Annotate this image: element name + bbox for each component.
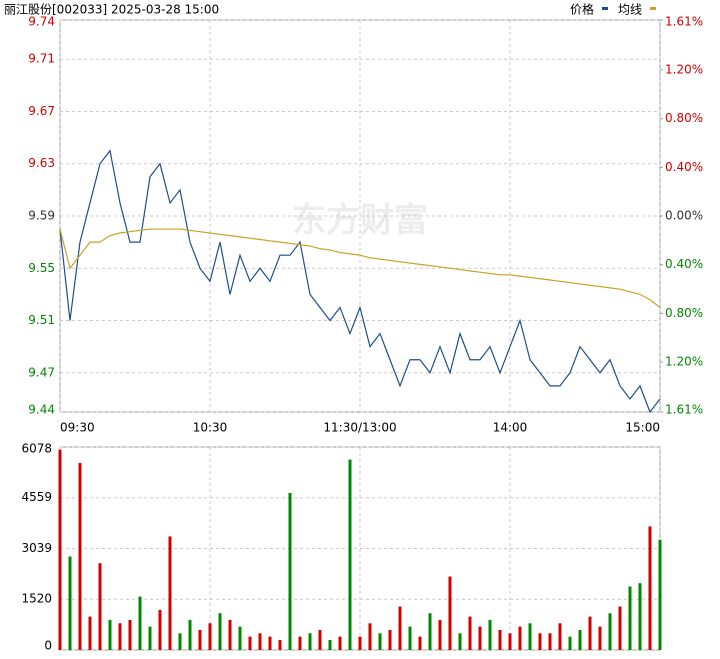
y2-tick-label: 0.40%: [665, 257, 703, 271]
volume-bar: [208, 623, 212, 650]
volume-bar: [338, 636, 342, 650]
volume-bar: [658, 539, 662, 650]
volume-bar: [618, 606, 622, 650]
volume-bar: [248, 636, 252, 650]
volume-bar: [188, 619, 192, 650]
y-tick-label: 9.74: [28, 15, 55, 29]
volume-bar: [478, 626, 482, 650]
y2-tick-label: 1.61%: [665, 403, 703, 417]
volume-bar: [288, 493, 292, 650]
volume-bar: [198, 629, 202, 650]
volume-bar: [238, 626, 242, 650]
price-line: [59, 149, 661, 414]
volume-bar: [648, 526, 652, 650]
y2-tick-label: 1.20%: [665, 62, 703, 76]
volume-bar: [278, 639, 282, 650]
legend-swatch: [602, 7, 608, 10]
volume-bar: [118, 623, 122, 650]
volume-bar: [148, 626, 152, 650]
volume-bar: [78, 462, 82, 650]
volume-bar: [98, 563, 102, 650]
volume-bar: [638, 583, 642, 650]
volume-bar: [488, 619, 492, 650]
volume-bar: [558, 623, 562, 650]
y-tick-label: 9.63: [28, 156, 55, 170]
volume-bar: [348, 459, 352, 650]
y-tick-label: 9.47: [28, 365, 55, 379]
volume-bar: [88, 616, 92, 650]
volume-bar: [468, 616, 472, 650]
legend-label: 价格: [570, 2, 594, 17]
y2-tick-label: 1.61%: [665, 15, 703, 29]
volume-bar: [378, 633, 382, 650]
y-tick-label: 9.67: [28, 104, 55, 118]
volume-bar: [418, 636, 422, 650]
volume-bar: [228, 619, 232, 650]
volume-bar: [398, 606, 402, 650]
x-tick-label: 09:30: [60, 421, 95, 435]
volume-tick-label: 0: [44, 639, 52, 653]
volume-bar: [328, 639, 332, 650]
volume-bar: [388, 629, 392, 650]
volume-bar: [298, 636, 302, 650]
volume-tick-label: 4559: [21, 490, 52, 504]
volume-bar: [258, 633, 262, 650]
volume-bar: [318, 629, 322, 650]
volume-bar: [458, 633, 462, 650]
volume-bar: [438, 619, 442, 650]
volume-bar: [608, 613, 612, 650]
volume-bar: [358, 636, 362, 650]
volume-bar: [368, 623, 372, 650]
x-tick-label: 10:30: [193, 421, 228, 435]
volume-bar: [628, 586, 632, 650]
legend-label: 均线: [618, 3, 642, 17]
y-tick-label: 9.44: [28, 403, 55, 417]
volume-bar: [408, 626, 412, 650]
volume-bar: [108, 619, 112, 650]
x-tick-label: 11:30/13:00: [323, 421, 396, 435]
volume-bar: [158, 609, 162, 650]
volume-bar: [538, 633, 542, 650]
volume-bar: [68, 556, 72, 650]
y-tick-label: 9.51: [28, 313, 55, 327]
volume-bar: [448, 576, 452, 650]
volume-bar: [568, 636, 572, 650]
y2-tick-label: 0.40%: [665, 160, 703, 174]
y-tick-label: 9.59: [28, 209, 55, 223]
volume-tick-label: 1520: [21, 592, 52, 606]
y-tick-label: 9.55: [28, 261, 55, 275]
volume-tick-label: 6078: [21, 442, 52, 456]
volume-bar: [308, 633, 312, 650]
volume-tick-label: 3039: [21, 541, 52, 555]
volume-bar: [518, 626, 522, 650]
volume-bar: [528, 623, 532, 650]
volume-bar: [578, 629, 582, 650]
volume-bar: [138, 596, 142, 650]
y2-tick-label: 1.20%: [665, 355, 703, 369]
x-tick-label: 15:00: [625, 421, 660, 435]
x-tick-label: 14:00: [493, 421, 528, 435]
volume-bar: [218, 613, 222, 650]
legend-swatch: [650, 7, 656, 10]
volume-bar: [268, 636, 272, 650]
y-tick-label: 9.71: [28, 52, 55, 66]
volume-bar: [548, 633, 552, 650]
volume-bar: [428, 613, 432, 650]
y2-tick-label: 0.80%: [665, 111, 703, 125]
price-line: [59, 228, 661, 308]
volume-bar: [128, 619, 132, 650]
y2-tick-label: 0.00%: [665, 209, 703, 223]
volume-bar: [58, 449, 62, 650]
volume-bar: [178, 633, 182, 650]
volume-bar: [588, 616, 592, 650]
volume-bar: [598, 626, 602, 650]
y2-tick-label: 0.80%: [665, 306, 703, 320]
volume-bar: [168, 536, 172, 650]
chart-title: 丽江股份[002033] 2025-03-28 15:00: [4, 3, 219, 17]
volume-bar: [498, 629, 502, 650]
volume-bar: [508, 633, 512, 650]
